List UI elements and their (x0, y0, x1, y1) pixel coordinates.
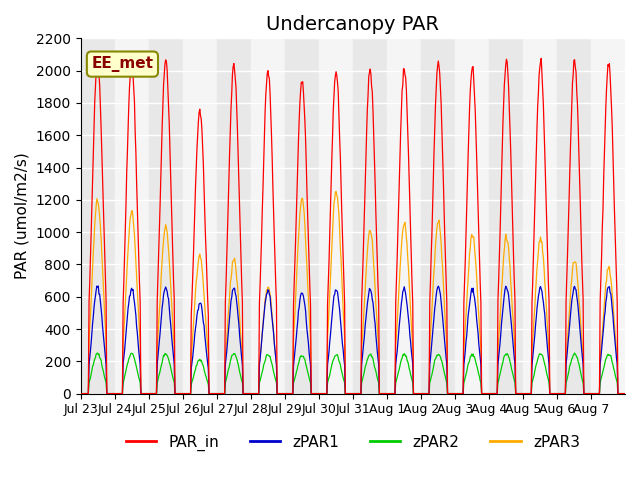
zPAR2 (621, 391, 629, 396)
Bar (251, 38, 285, 394)
PAR_in (288, 391, 296, 396)
Bar (115, 38, 148, 394)
Text: EE_met: EE_met (92, 56, 154, 72)
Bar (148, 38, 182, 394)
Bar (319, 38, 353, 394)
Bar (421, 38, 455, 394)
Line: zPAR3: zPAR3 (81, 192, 625, 394)
zPAR1 (141, 391, 149, 396)
zPAR1 (410, 391, 417, 396)
Line: PAR_in: PAR_in (81, 58, 625, 394)
Bar (557, 38, 591, 394)
zPAR1 (440, 331, 448, 337)
Bar (81, 38, 115, 394)
zPAR3 (141, 391, 148, 396)
zPAR2 (268, 360, 275, 365)
zPAR3 (440, 292, 448, 298)
Bar (182, 38, 217, 394)
zPAR2 (241, 391, 248, 396)
zPAR2 (141, 391, 148, 396)
PAR_in (440, 175, 447, 180)
zPAR2 (571, 350, 579, 356)
Title: Undercanopy PAR: Undercanopy PAR (266, 15, 439, 34)
PAR_in (409, 300, 417, 306)
zPAR3 (410, 391, 417, 396)
Line: zPAR1: zPAR1 (81, 286, 625, 394)
zPAR3 (268, 305, 275, 311)
zPAR2 (440, 365, 447, 371)
zPAR1 (95, 283, 102, 289)
zPAR3 (288, 391, 296, 396)
Bar (217, 38, 251, 394)
zPAR2 (288, 391, 296, 396)
Line: zPAR2: zPAR2 (81, 353, 625, 394)
Legend: PAR_in, zPAR1, zPAR2, zPAR3: PAR_in, zPAR1, zPAR2, zPAR3 (120, 429, 586, 457)
zPAR1 (268, 315, 276, 321)
PAR_in (268, 132, 275, 138)
zPAR1 (289, 391, 296, 396)
Bar (387, 38, 421, 394)
zPAR3 (77, 391, 84, 396)
Bar (523, 38, 557, 394)
zPAR1 (241, 391, 249, 396)
Bar (591, 38, 625, 394)
zPAR2 (77, 391, 84, 396)
PAR_in (621, 391, 629, 396)
Bar (455, 38, 489, 394)
Bar (285, 38, 319, 394)
zPAR3 (332, 189, 340, 194)
Bar (353, 38, 387, 394)
PAR_in (141, 391, 148, 396)
PAR_in (77, 391, 84, 396)
Bar (489, 38, 523, 394)
zPAR1 (621, 391, 629, 396)
PAR_in (538, 55, 545, 61)
PAR_in (241, 391, 248, 396)
zPAR3 (621, 391, 629, 396)
zPAR1 (77, 391, 84, 396)
zPAR2 (409, 380, 417, 385)
zPAR3 (241, 391, 248, 396)
Y-axis label: PAR (umol/m2/s): PAR (umol/m2/s) (15, 153, 30, 279)
